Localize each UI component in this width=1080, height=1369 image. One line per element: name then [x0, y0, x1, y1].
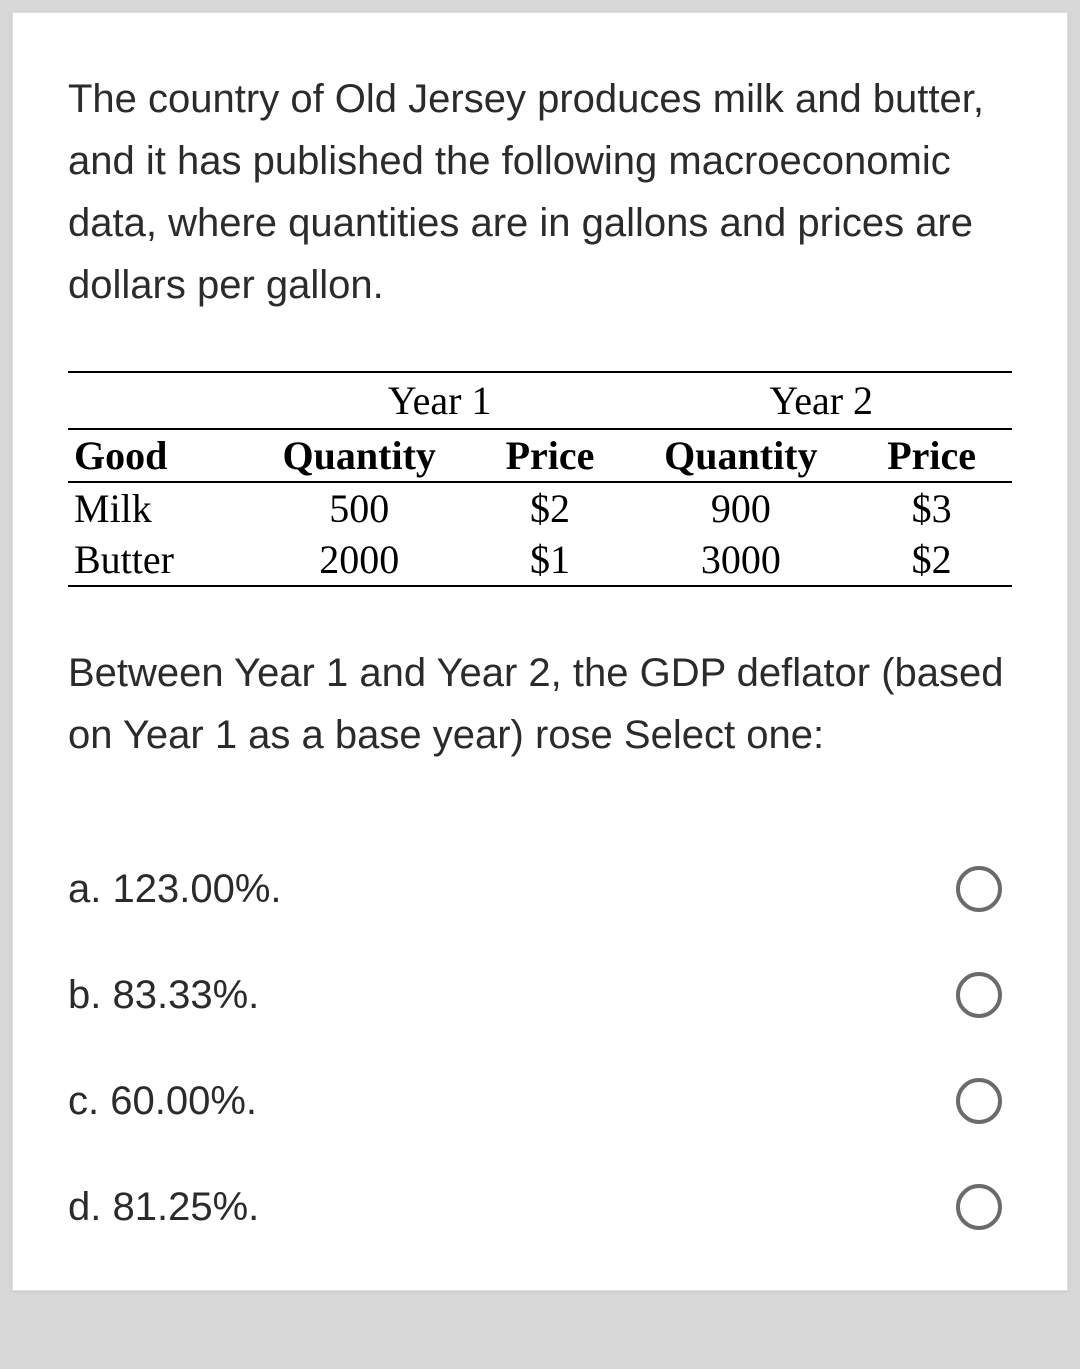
option-label: c. 60.00%.: [68, 1079, 257, 1124]
answer-option-c[interactable]: c. 60.00%.: [68, 1048, 1012, 1154]
radio-icon[interactable]: [956, 866, 1002, 912]
cell-good: Milk: [68, 482, 249, 534]
radio-icon[interactable]: [956, 1078, 1002, 1124]
col-header-qty1: Quantity: [249, 429, 470, 482]
table-column-header-row: Good Quantity Price Quantity Price: [68, 429, 1012, 482]
cell-qty: 900: [630, 482, 851, 534]
col-header-price1: Price: [470, 429, 631, 482]
question-card: The country of Old Jersey produces milk …: [12, 12, 1068, 1291]
cell-price: $2: [470, 482, 631, 534]
table-year1-header: Year 1: [249, 372, 631, 429]
answer-option-b[interactable]: b. 83.33%.: [68, 942, 1012, 1048]
cell-price: $2: [851, 534, 1012, 586]
cell-good: Butter: [68, 534, 249, 586]
answer-option-d[interactable]: d. 81.25%.: [68, 1154, 1012, 1260]
cell-qty: 2000: [249, 534, 470, 586]
col-header-good: Good: [68, 429, 249, 482]
macro-data-table: Year 1 Year 2 Good Quantity Price Quanti…: [68, 371, 1012, 587]
table-year2-header: Year 2: [630, 372, 1012, 429]
table-row: Butter 2000 $1 3000 $2: [68, 534, 1012, 586]
option-label: a. 123.00%.: [68, 867, 282, 912]
question-intro-text: The country of Old Jersey produces milk …: [68, 68, 1012, 316]
cell-qty: 3000: [630, 534, 851, 586]
answer-option-a[interactable]: a. 123.00%.: [68, 836, 1012, 942]
table-row: Milk 500 $2 900 $3: [68, 482, 1012, 534]
cell-price: $3: [851, 482, 1012, 534]
option-label: b. 83.33%.: [68, 973, 259, 1018]
question-followup-text: Between Year 1 and Year 2, the GDP defla…: [68, 642, 1012, 766]
radio-icon[interactable]: [956, 1184, 1002, 1230]
option-label: d. 81.25%.: [68, 1185, 259, 1230]
col-header-price2: Price: [851, 429, 1012, 482]
col-header-qty2: Quantity: [630, 429, 851, 482]
radio-icon[interactable]: [956, 972, 1002, 1018]
cell-qty: 500: [249, 482, 470, 534]
table-year-header-row: Year 1 Year 2: [68, 372, 1012, 429]
cell-price: $1: [470, 534, 631, 586]
table-blank-cell: [68, 372, 249, 429]
